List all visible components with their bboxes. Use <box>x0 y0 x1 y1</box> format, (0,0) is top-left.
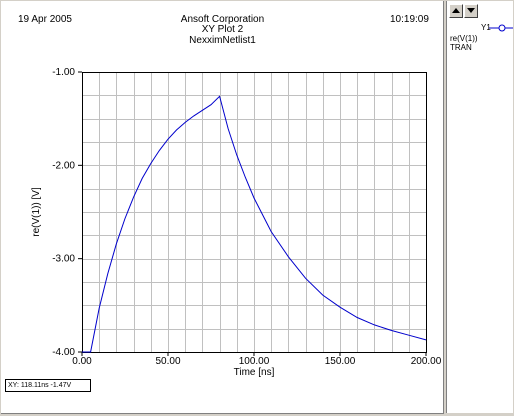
y-axis-label: re(V(1)) [V] <box>31 187 42 237</box>
triangle-down-icon <box>467 8 475 13</box>
xy-plot-chart[interactable]: -4.00 -3.00 -2.00 -1.00 0.00 50.00 100.00 150.0… <box>1 1 443 413</box>
plot-window[interactable]: 19 Apr 2005 10:19:09 Ansoft Corporation … <box>1 1 444 414</box>
x-tick-label: 0.00 <box>72 356 92 367</box>
plot-date: 19 Apr 2005 <box>18 14 72 25</box>
y-tick-label: -1.00 <box>52 67 75 78</box>
triangle-up-icon <box>452 8 460 13</box>
plot-subtitle: NexximNetlist1 <box>189 35 256 46</box>
legend-panel[interactable]: Y1 re(V(1)) TRAN <box>446 1 513 413</box>
y-tick-label: -4.00 <box>52 347 75 358</box>
window-bottom-edge <box>0 414 514 416</box>
x-tick-label: 150.00 <box>325 356 356 367</box>
series-line-y1 <box>82 95 427 353</box>
scroll-down-button[interactable] <box>464 4 478 18</box>
x-tick-label: 100.00 <box>239 356 270 367</box>
legend-trace-swatch <box>489 24 513 32</box>
legend-expression: re(V(1)) <box>450 34 478 43</box>
x-axis-label: Time [ns] <box>234 367 275 378</box>
legend-trace-name: Y1 <box>481 23 491 32</box>
y-tick-label: -3.00 <box>52 254 75 265</box>
y-tick-label: -2.00 <box>52 160 75 171</box>
plot-time: 10:19:09 <box>390 14 429 25</box>
company-name: Ansoft Corporation <box>180 14 265 25</box>
x-tick-label: 200.00 <box>411 356 442 367</box>
plot-title: XY Plot 2 <box>201 24 244 35</box>
scroll-up-button[interactable] <box>449 4 463 18</box>
legend-sweep: TRAN <box>450 43 472 52</box>
cursor-readout: XY: 118.11ns -1.47V <box>5 379 91 392</box>
x-tick-label: 50.00 <box>155 356 180 367</box>
